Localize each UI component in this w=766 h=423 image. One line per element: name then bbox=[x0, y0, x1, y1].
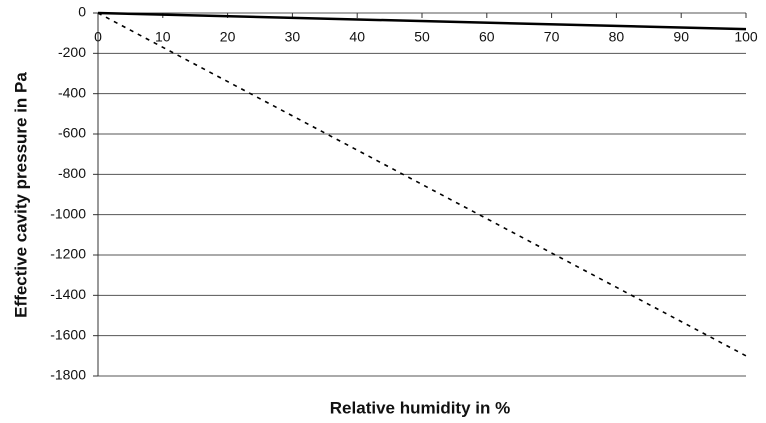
x-tick-label: 60 bbox=[479, 29, 495, 45]
x-tick-label: 40 bbox=[349, 29, 365, 45]
data-line bbox=[97, 11, 747, 31]
y-tick-label: -200 bbox=[58, 44, 86, 60]
y-tick-label: -1800 bbox=[50, 367, 86, 383]
x-tick-label: 70 bbox=[544, 29, 560, 45]
x-tick-label: 30 bbox=[285, 29, 301, 45]
x-tick-label: 100 bbox=[734, 29, 758, 45]
y-tick-label: -800 bbox=[58, 165, 86, 181]
x-tick-label: 0 bbox=[94, 29, 102, 45]
y-tick-label: -1200 bbox=[50, 246, 86, 262]
y-axis-title: Effective cavity pressure in Pa bbox=[11, 72, 30, 318]
y-tick-label: -1600 bbox=[50, 326, 86, 342]
y-tick-label: -1000 bbox=[50, 205, 86, 221]
data-line bbox=[97, 12, 747, 357]
x-tick-label: 50 bbox=[414, 29, 430, 45]
x-axis-title: Relative humidity in % bbox=[330, 398, 510, 417]
x-tick-label: 10 bbox=[155, 29, 171, 45]
y-tick-label: 0 bbox=[78, 4, 86, 20]
x-tick-label: 80 bbox=[609, 29, 625, 45]
x-tick-label: 20 bbox=[220, 29, 236, 45]
x-tick-label: 90 bbox=[673, 29, 689, 45]
y-tick-label: -1400 bbox=[50, 286, 86, 302]
y-tick-label: -600 bbox=[58, 125, 86, 141]
y-tick-label: -400 bbox=[58, 84, 86, 100]
